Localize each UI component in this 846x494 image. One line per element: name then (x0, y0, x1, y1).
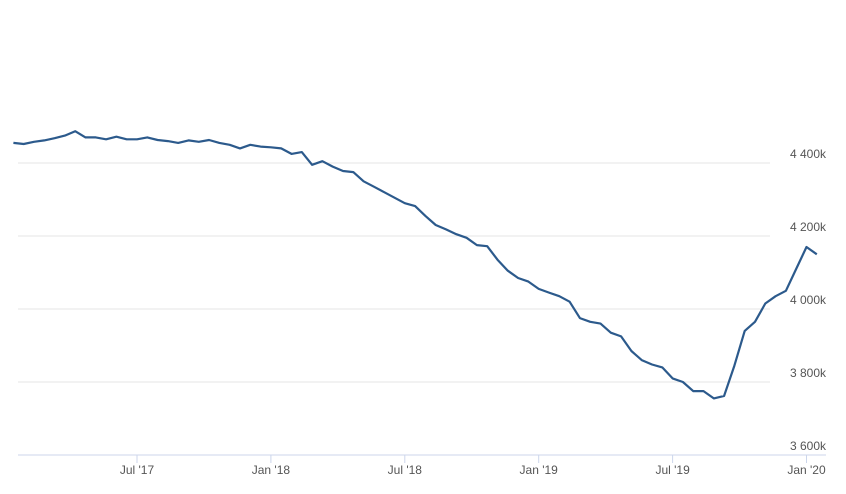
y-tick-label: 3 800k (790, 366, 827, 380)
data-line (13, 130, 818, 400)
y-tick-label: 4 200k (790, 220, 827, 234)
x-tick-label: Jul '19 (655, 463, 690, 477)
x-tick-label: Jan '18 (252, 463, 291, 477)
y-tick-label: 4 000k (790, 293, 827, 307)
x-tick-label: Jul '17 (120, 463, 155, 477)
x-tick-label: Jan '19 (520, 463, 559, 477)
x-tick-label: Jul '18 (388, 463, 423, 477)
y-tick-label: 4 400k (790, 147, 827, 161)
y-tick-label: 3 600k (790, 439, 827, 453)
x-tick-label: Jan '20 (787, 463, 826, 477)
